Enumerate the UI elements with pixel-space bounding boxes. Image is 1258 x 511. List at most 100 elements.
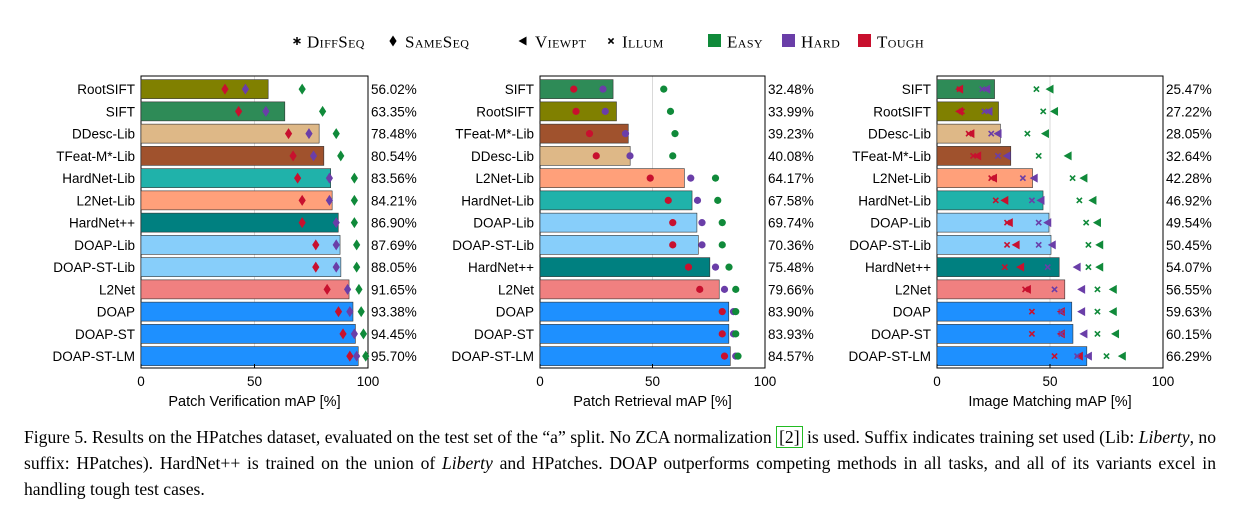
point-easy: [350, 194, 358, 206]
point-hard-illum: [979, 85, 986, 93]
tick-label: 50: [645, 374, 660, 389]
point-tough: [221, 83, 229, 95]
point-tough: [346, 350, 354, 362]
value-label: 25.47%: [1166, 82, 1212, 97]
category-label: TFeat-M*-Lib: [56, 149, 135, 164]
bar: [936, 190, 1044, 211]
point-hard: [698, 241, 706, 249]
caption-em2: Liberty: [442, 453, 493, 473]
value-label: 87.69%: [371, 238, 417, 253]
legend-swatch-hard: [782, 34, 795, 47]
legend-diamond-icon: [389, 35, 397, 47]
point-easy-illum: [1076, 197, 1083, 204]
charts-area: RootSIFT 56.02% SIFT 63.35% DDesc-Lib 78.48% T…: [52, 75, 1212, 410]
point-easy-illum: [1035, 152, 1042, 160]
value-label: 88.05%: [371, 260, 417, 275]
value-label: 27.22%: [1166, 104, 1212, 119]
point-tough: [312, 239, 320, 251]
point-tough-viewpt: [1011, 240, 1020, 250]
point-hard: [343, 283, 352, 295]
legend-label-tough: Tough: [877, 33, 924, 52]
point-easy-viewpt: [1117, 351, 1126, 361]
value-label: 75.48%: [768, 260, 814, 275]
point-easy: [725, 263, 733, 271]
point-hard-illum: [1028, 197, 1036, 204]
figure-caption: Figure 5. Results on the HPatches datase…: [24, 424, 1216, 502]
point-easy: [732, 330, 740, 338]
category-label: RootSIFT: [77, 82, 135, 97]
bar: [936, 168, 1033, 188]
category-label: DOAP-ST-Lib: [849, 238, 931, 253]
point-hard-viewpt: [993, 129, 1002, 139]
point-hard: [720, 285, 729, 293]
category-label: DOAP-ST: [871, 327, 931, 342]
point-hard: [332, 239, 340, 251]
category-label: DOAP: [893, 305, 931, 320]
legend-swatch-tough: [858, 34, 871, 47]
value-label: 56.55%: [1166, 282, 1212, 297]
point-hard-viewpt: [1083, 351, 1092, 361]
tick-label: 50: [247, 374, 262, 389]
point-hard-viewpt: [1077, 284, 1086, 294]
value-label: 40.08%: [768, 149, 814, 164]
point-tough: [284, 128, 293, 140]
legend-label-diffseq: DiffSeq: [307, 33, 365, 52]
figure-legend: DiffSeq SameSeq Viewpt Illum Easy Hard Tough: [293, 33, 924, 52]
value-label: 50.45%: [1166, 238, 1212, 253]
legend-cross-icon: [607, 37, 615, 45]
chart-1: RootSIFT 56.02% SIFT 63.35% DDesc-Lib 78.48% T…: [52, 75, 417, 410]
legend-label-easy: Easy: [727, 33, 763, 52]
value-label: 32.48%: [768, 82, 814, 97]
point-hard: [350, 328, 358, 340]
bar: [936, 346, 1088, 366]
point-easy: [660, 85, 668, 93]
value-label: 70.36%: [768, 238, 814, 253]
x-axis-label: Patch Verification mAP [%]: [168, 394, 340, 410]
category-label: DOAP-ST-LM: [451, 349, 534, 364]
point-easy-illum: [1085, 263, 1092, 271]
value-label: 67.58%: [768, 193, 814, 208]
point-easy-illum: [1094, 308, 1101, 315]
point-easy-viewpt: [1111, 329, 1120, 339]
legend-label-viewpt: Viewpt: [535, 33, 587, 52]
bar: [936, 257, 1060, 277]
point-tough: [235, 105, 243, 117]
category-label: L2Net-Lib: [872, 171, 931, 186]
point-tough: [585, 130, 594, 138]
point-tough-illum: [969, 152, 977, 160]
bar: [140, 168, 331, 188]
point-easy-viewpt: [1108, 307, 1117, 317]
point-hard: [346, 306, 354, 318]
point-easy-illum: [1094, 330, 1101, 338]
point-tough-viewpt: [1016, 262, 1025, 272]
point-easy-viewpt: [1050, 106, 1059, 116]
category-label: SIFT: [505, 82, 534, 97]
point-hard-illum: [1058, 330, 1065, 338]
bar: [539, 301, 730, 322]
point-tough: [669, 219, 677, 227]
caption-tail: and HPatches. DOAP outperforms competing…: [24, 453, 1216, 499]
category-label: DOAP-ST: [474, 327, 534, 342]
caption-lead: Figure 5. Results on the HPatches datase…: [24, 427, 777, 447]
point-easy-viewpt: [1092, 218, 1101, 228]
point-tough-illum: [992, 197, 999, 204]
point-easy: [718, 219, 726, 227]
value-label: 32.64%: [1166, 149, 1212, 164]
point-tough: [294, 172, 302, 184]
point-tough-viewpt: [955, 84, 964, 94]
category-label: HardNet-Lib: [858, 193, 931, 208]
point-tough-viewpt: [1004, 218, 1013, 228]
value-label: 83.90%: [768, 305, 814, 320]
point-easy: [332, 128, 340, 140]
point-easy: [734, 352, 742, 360]
point-tough: [298, 194, 306, 206]
citation-link[interactable]: [2]: [776, 426, 803, 448]
category-label: L2Net-Lib: [76, 193, 135, 208]
bar: [539, 123, 629, 144]
point-easy-illum: [1094, 286, 1101, 293]
bar: [936, 79, 995, 99]
point-easy: [671, 130, 679, 138]
point-easy: [714, 196, 722, 204]
point-easy: [666, 107, 675, 115]
category-label: SIFT: [106, 104, 135, 119]
